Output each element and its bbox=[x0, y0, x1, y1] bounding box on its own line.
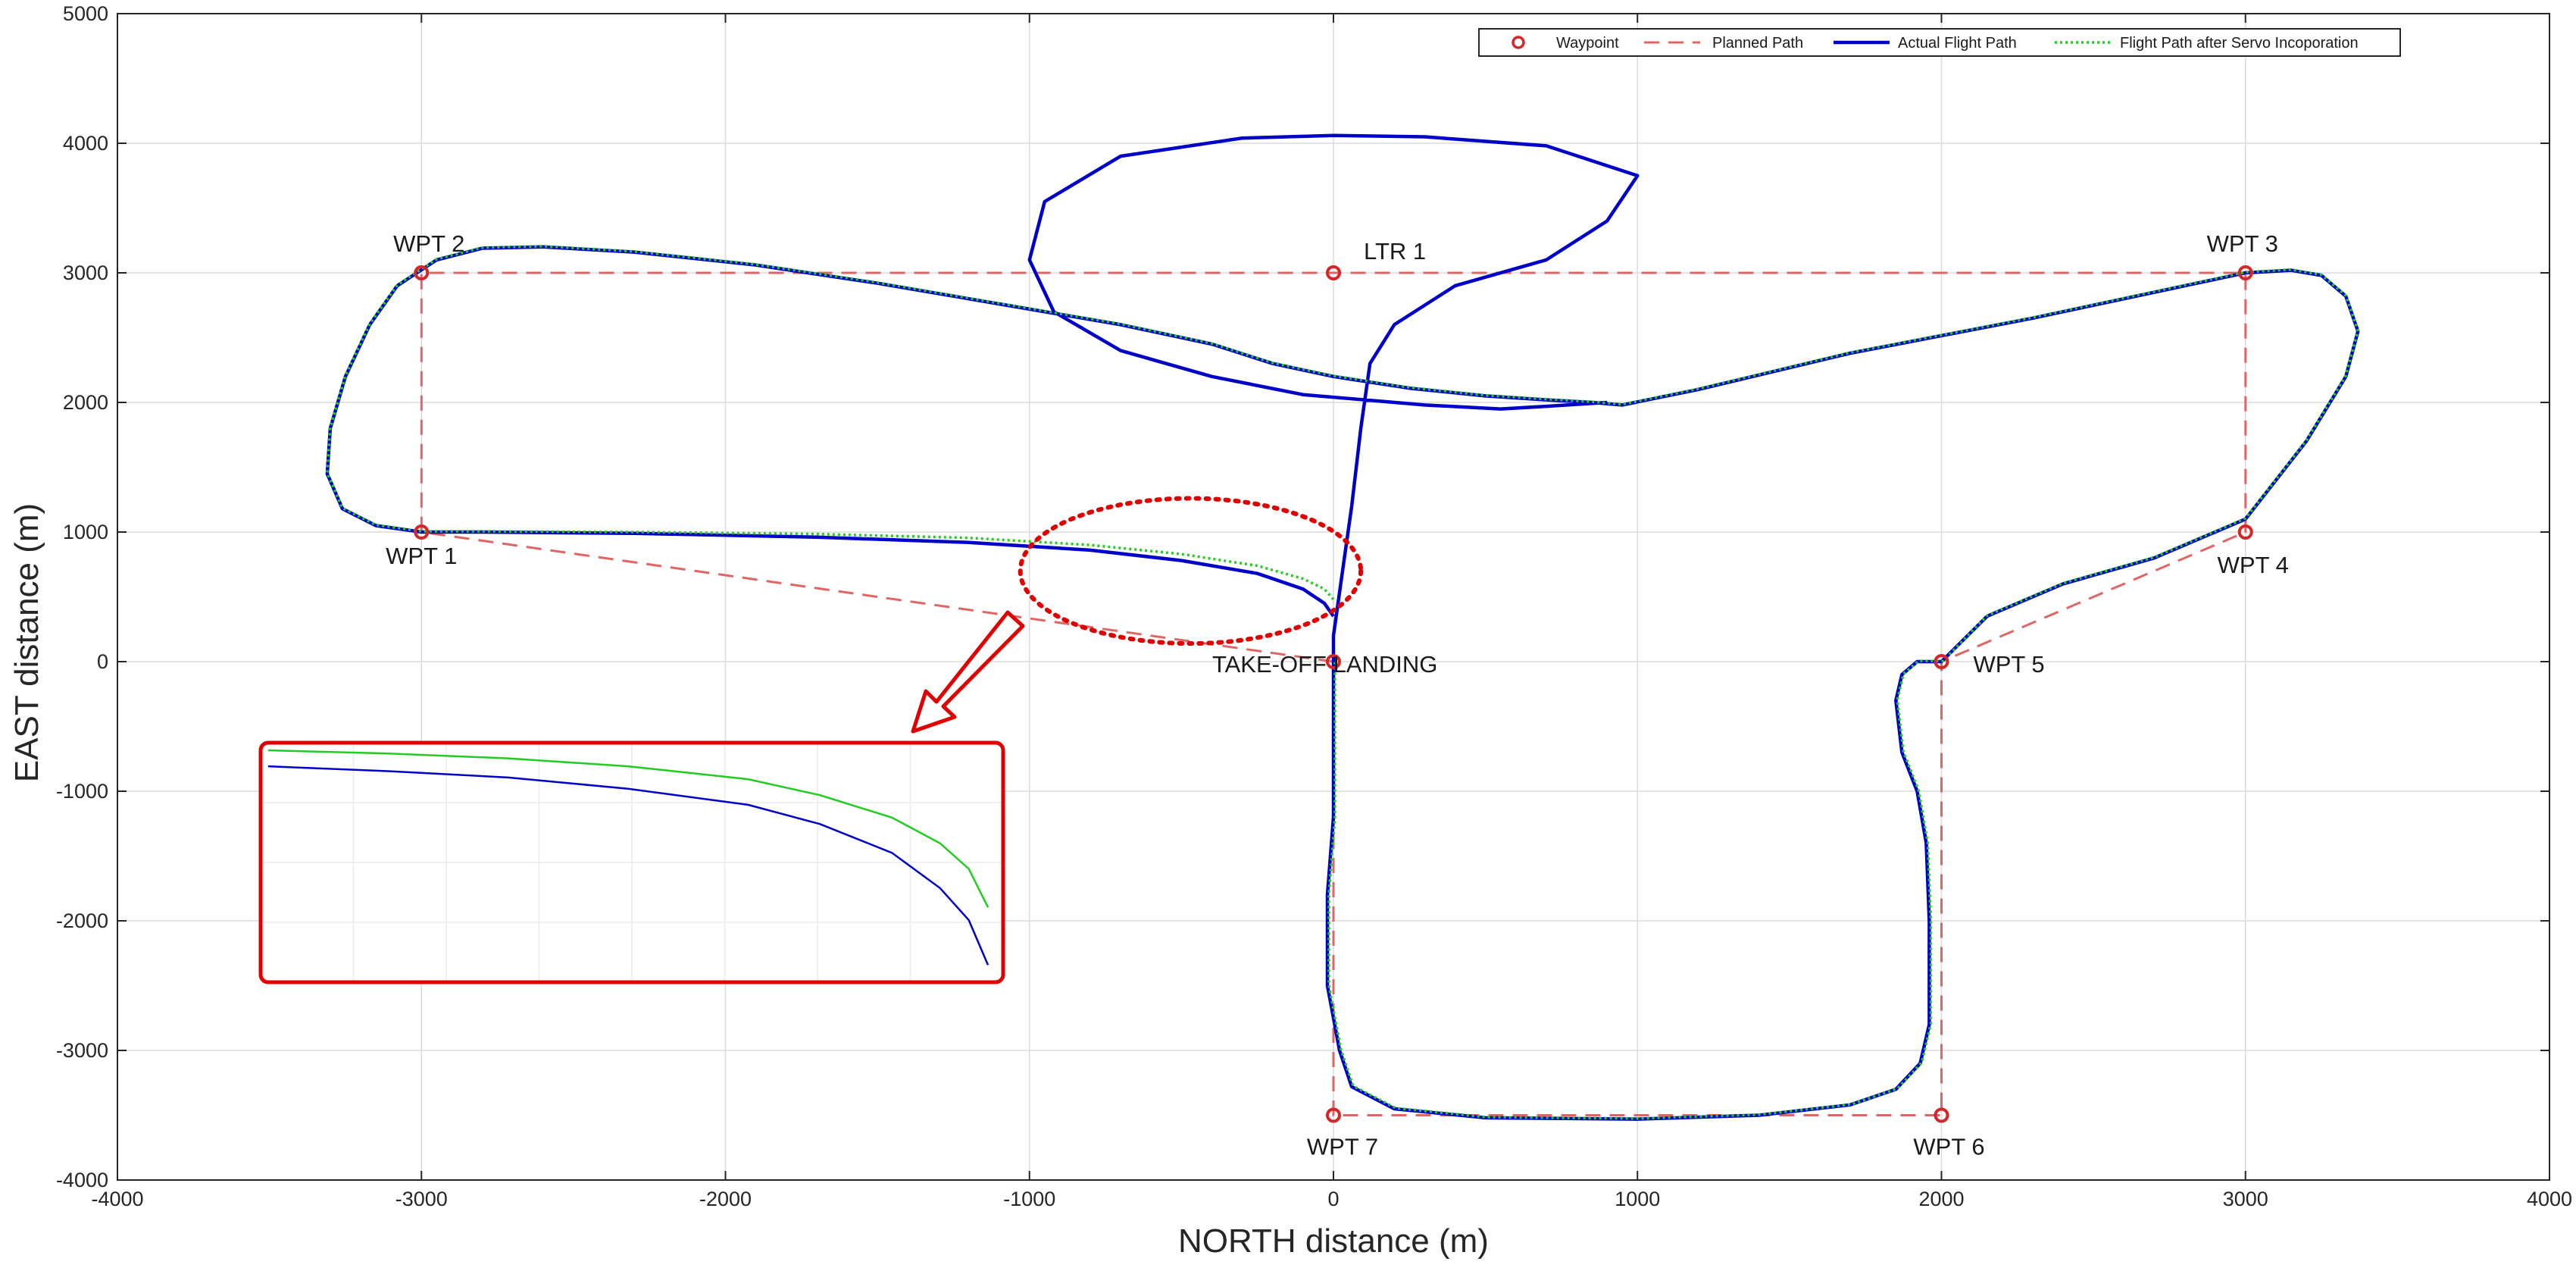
y-axis-label: EAST distance (m) bbox=[8, 503, 45, 782]
callout-arrow bbox=[911, 610, 1025, 734]
waypoint-label: WPT 6 bbox=[1913, 1134, 1984, 1160]
waypoint-label: WPT 7 bbox=[1307, 1134, 1378, 1160]
x-tick-label: 3000 bbox=[2223, 1188, 2268, 1210]
inset-series-line-actual bbox=[267, 765, 989, 966]
waypoint-marker bbox=[2237, 524, 2253, 540]
y-tick-label: 2000 bbox=[63, 391, 108, 414]
waypoint-label: WPT 2 bbox=[393, 230, 464, 257]
inset-plot bbox=[258, 740, 1005, 984]
y-tick-label: -1000 bbox=[56, 780, 108, 803]
x-tick-label: -4000 bbox=[91, 1188, 143, 1210]
waypoint-label: WPT 5 bbox=[1974, 651, 2045, 678]
series-group bbox=[325, 133, 2360, 1121]
legend-label: Waypoint bbox=[1556, 35, 1619, 52]
waypoint-label: WPT 1 bbox=[386, 543, 457, 569]
inset-frame bbox=[258, 740, 1005, 984]
y-tick-label: 1000 bbox=[63, 521, 108, 543]
highlight-ellipse bbox=[1018, 496, 1364, 646]
series-line-planned bbox=[420, 271, 2247, 1116]
waypoint-marker bbox=[1934, 1107, 1949, 1123]
waypoint-marker bbox=[1326, 654, 1341, 669]
x-axis-label: NORTH distance (m) bbox=[1178, 1222, 1489, 1260]
y-tick-label: 4000 bbox=[63, 132, 108, 155]
waypoint-marker bbox=[2237, 265, 2253, 280]
waypoint-label: WPT 3 bbox=[2207, 230, 2278, 257]
waypoint-label: WPT 4 bbox=[2218, 552, 2289, 578]
legend: Waypoint Planned Path Actual Flight Path Fl… bbox=[1478, 28, 2401, 57]
y-tick-label: 3000 bbox=[63, 261, 108, 284]
x-tick-label: 2000 bbox=[1918, 1188, 1964, 1210]
series-line-servo bbox=[326, 245, 2359, 1120]
y-tick-label: -4000 bbox=[56, 1169, 108, 1191]
waypoint-label: LTR 1 bbox=[1364, 238, 1426, 265]
waypoint-group: WPT 1 WPT 2 WPT 3 WPT 4 WPT 5 WPT 6 WPT 7 LTR 1… bbox=[386, 230, 2289, 1160]
y-tick-label: 5000 bbox=[63, 2, 108, 25]
waypoint-marker bbox=[414, 524, 430, 540]
legend-swatch-waypoint bbox=[1512, 36, 1525, 49]
y-tick-label: -3000 bbox=[56, 1039, 108, 1062]
legend-label: Planned Path bbox=[1712, 35, 1803, 52]
legend-label: Flight Path after Servo Incoporation bbox=[2120, 35, 2359, 52]
waypoint-label: TAKE-OFF LANDING bbox=[1212, 651, 1437, 678]
x-tick-label: 1000 bbox=[1615, 1188, 1660, 1210]
x-tick-label: -3000 bbox=[395, 1188, 448, 1210]
inset-series-line-servo bbox=[267, 749, 989, 908]
y-tick-label: 0 bbox=[97, 650, 108, 673]
x-tick-label: -2000 bbox=[699, 1188, 752, 1210]
waypoint-marker bbox=[1934, 654, 1949, 669]
waypoint-marker bbox=[1326, 265, 1341, 280]
callout bbox=[911, 496, 1364, 734]
y-tick-label: -2000 bbox=[56, 909, 108, 932]
axes: -4000 -3000 -2000 -1000 0 1000 2000 3000 4000 -40… bbox=[56, 2, 2572, 1210]
waypoint-marker bbox=[1326, 1107, 1341, 1123]
x-tick-label: -1000 bbox=[1003, 1188, 1055, 1210]
legend-label: Actual Flight Path bbox=[1898, 35, 2017, 52]
x-tick-label: 0 bbox=[1327, 1188, 1339, 1210]
waypoint-marker bbox=[414, 265, 430, 280]
legend-box bbox=[1478, 28, 2401, 57]
x-tick-label: 4000 bbox=[2527, 1188, 2572, 1210]
